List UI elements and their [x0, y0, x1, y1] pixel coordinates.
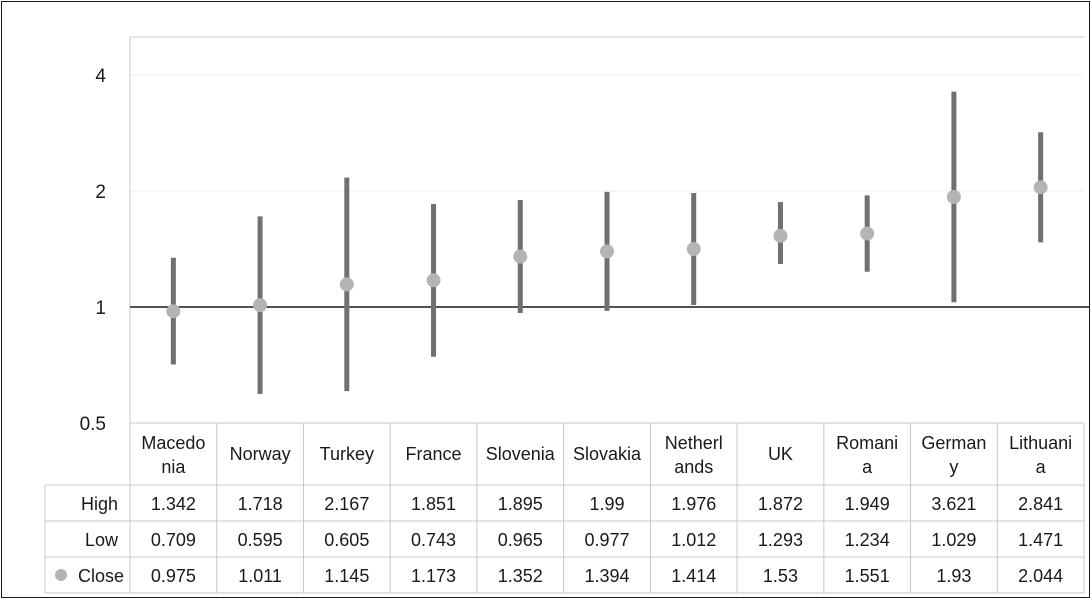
table-value-close: 1.93	[936, 566, 971, 586]
y-tick-label: 1	[95, 298, 106, 319]
table-value-low: 0.709	[151, 530, 196, 550]
table-value-low: 0.977	[584, 530, 629, 550]
row-label-high: High	[81, 494, 118, 514]
close-legend-marker	[55, 569, 67, 581]
category-label-line-2: y	[949, 457, 958, 477]
table-value-high: 1.342	[151, 494, 196, 514]
table-value-low: 0.605	[324, 530, 369, 550]
table-value-high: 1.851	[411, 494, 456, 514]
close-marker	[339, 277, 354, 292]
table-value-high: 3.621	[931, 494, 976, 514]
table-value-high: 2.841	[1018, 494, 1063, 514]
category-label: France	[406, 444, 462, 464]
close-marker	[773, 228, 788, 243]
table-value-close: 1.551	[845, 566, 890, 586]
category-label-line-1: Macedo	[141, 433, 205, 453]
y-tick-label: 2	[95, 182, 106, 203]
category-label: Norway	[230, 444, 291, 464]
table-value-high: 2.167	[324, 494, 369, 514]
close-marker	[860, 226, 875, 241]
y-tick-label: 0.5	[80, 414, 106, 435]
category-label-line-1: Lithuani	[1009, 433, 1072, 453]
category-label-line-1: Romani	[836, 433, 898, 453]
close-marker	[166, 304, 181, 319]
close-marker	[600, 244, 614, 259]
category-label: UK	[768, 444, 793, 464]
category-label-line-2: a	[862, 457, 873, 477]
close-marker	[513, 249, 528, 264]
table-value-high: 1.895	[498, 494, 543, 514]
y-tick-label: 4	[95, 66, 106, 87]
table-value-high: 1.872	[758, 494, 803, 514]
table-value-low: 1.471	[1018, 530, 1063, 550]
table-value-low: 1.234	[845, 530, 890, 550]
table-value-high: 1.976	[671, 494, 716, 514]
category-label-line-2: a	[1036, 457, 1047, 477]
row-label-low: Low	[85, 530, 119, 550]
table-value-high: 1.949	[845, 494, 890, 514]
table-value-close: 1.394	[584, 566, 629, 586]
table-value-low: 1.012	[671, 530, 716, 550]
category-label-line-1: Netherl	[665, 433, 723, 453]
table-value-close: 1.145	[324, 566, 369, 586]
row-label-close: Close	[78, 566, 124, 586]
table-value-low: 0.595	[238, 530, 283, 550]
table-value-close: 1.414	[671, 566, 716, 586]
category-label-line-1: German	[921, 433, 986, 453]
table-value-high: 1.718	[238, 494, 283, 514]
category-label: Slovakia	[573, 444, 642, 464]
table-value-high: 1.99	[589, 494, 624, 514]
table-value-close: 1.352	[498, 566, 543, 586]
category-label: Slovenia	[486, 444, 556, 464]
close-marker	[253, 298, 268, 313]
table-value-low: 0.743	[411, 530, 456, 550]
table-value-close: 1.173	[411, 566, 456, 586]
close-marker	[1033, 180, 1048, 195]
table-value-low: 1.029	[931, 530, 976, 550]
category-label-line-2: ands	[674, 457, 713, 477]
table-value-close: 0.975	[151, 566, 196, 586]
table-value-low: 0.965	[498, 530, 543, 550]
table-value-close: 2.044	[1018, 566, 1063, 586]
close-marker	[426, 273, 441, 288]
table-value-low: 1.293	[758, 530, 803, 550]
table-value-close: 1.011	[238, 566, 282, 586]
table-value-close: 1.53	[763, 566, 798, 586]
close-marker	[946, 189, 961, 204]
category-label: Turkey	[320, 444, 374, 464]
close-marker	[686, 242, 701, 257]
category-label-line-2: nia	[161, 457, 186, 477]
